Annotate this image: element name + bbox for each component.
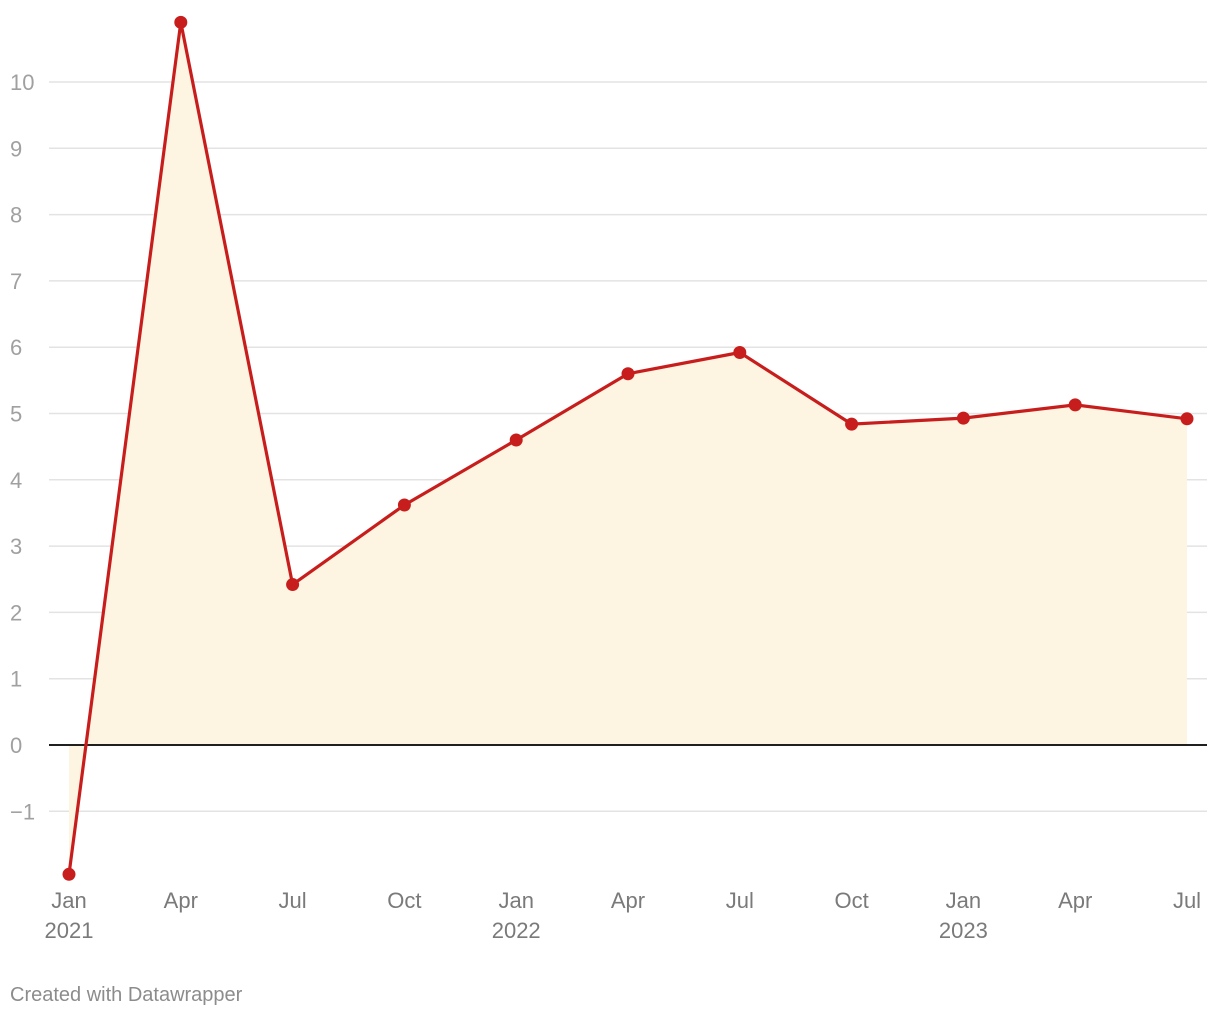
x-tick-year-0: 2021: [45, 918, 94, 943]
y-tick-label-3: 7: [10, 269, 22, 294]
y-tick-label-1: 9: [10, 136, 22, 161]
x-tick-label-1: Apr: [164, 888, 198, 913]
area-fill-layer: [69, 22, 1187, 875]
data-point-4: [509, 433, 523, 447]
x-tick-label-0: Jan: [51, 888, 86, 913]
data-point-1: [174, 15, 188, 29]
y-tick-label-8: 2: [10, 600, 22, 625]
data-point-8: [956, 411, 970, 425]
y-tick-label-2: 8: [10, 203, 22, 228]
data-point-2: [286, 578, 300, 592]
x-tick-year-8: 2023: [939, 918, 988, 943]
x-tick-label-2: Jul: [279, 888, 307, 913]
footer-credit: Created with Datawrapper: [10, 984, 243, 1006]
y-tick-label-6: 4: [10, 468, 22, 493]
y-tick-label-7: 3: [10, 534, 22, 559]
x-tick-label-3: Oct: [387, 888, 421, 913]
data-point-5: [621, 367, 635, 381]
y-tick-label-9: 1: [10, 667, 22, 692]
x-tick-label-6: Jul: [726, 888, 754, 913]
x-tick-label-8: Jan: [946, 888, 981, 913]
data-point-0: [62, 867, 76, 881]
x-tick-label-7: Oct: [834, 888, 868, 913]
y-tick-label-10: 0: [10, 733, 22, 758]
data-point-10: [1180, 412, 1194, 426]
area-fill: [69, 22, 1187, 875]
y-tick-label-4: 6: [10, 335, 22, 360]
data-points: [62, 15, 1194, 881]
x-tick-label-5: Apr: [611, 888, 645, 913]
data-point-3: [397, 498, 411, 512]
data-point-7: [845, 417, 859, 431]
x-tick-label-10: Jul: [1173, 888, 1201, 913]
x-axis-tick-labels: Jan 2021 Apr Jul Oct Jan 2022 Apr Jul Oct Jan 2023 A…: [45, 888, 1202, 943]
x-tick-label-4: Jan: [498, 888, 533, 913]
x-tick-year-4: 2022: [492, 918, 541, 943]
y-tick-label-5: 5: [10, 402, 22, 427]
data-point-9: [1068, 398, 1082, 412]
y-tick-label-0: 10: [10, 70, 34, 95]
y-tick-label-11: −1: [10, 799, 35, 824]
data-point-6: [733, 346, 747, 360]
x-tick-label-9: Apr: [1058, 888, 1092, 913]
